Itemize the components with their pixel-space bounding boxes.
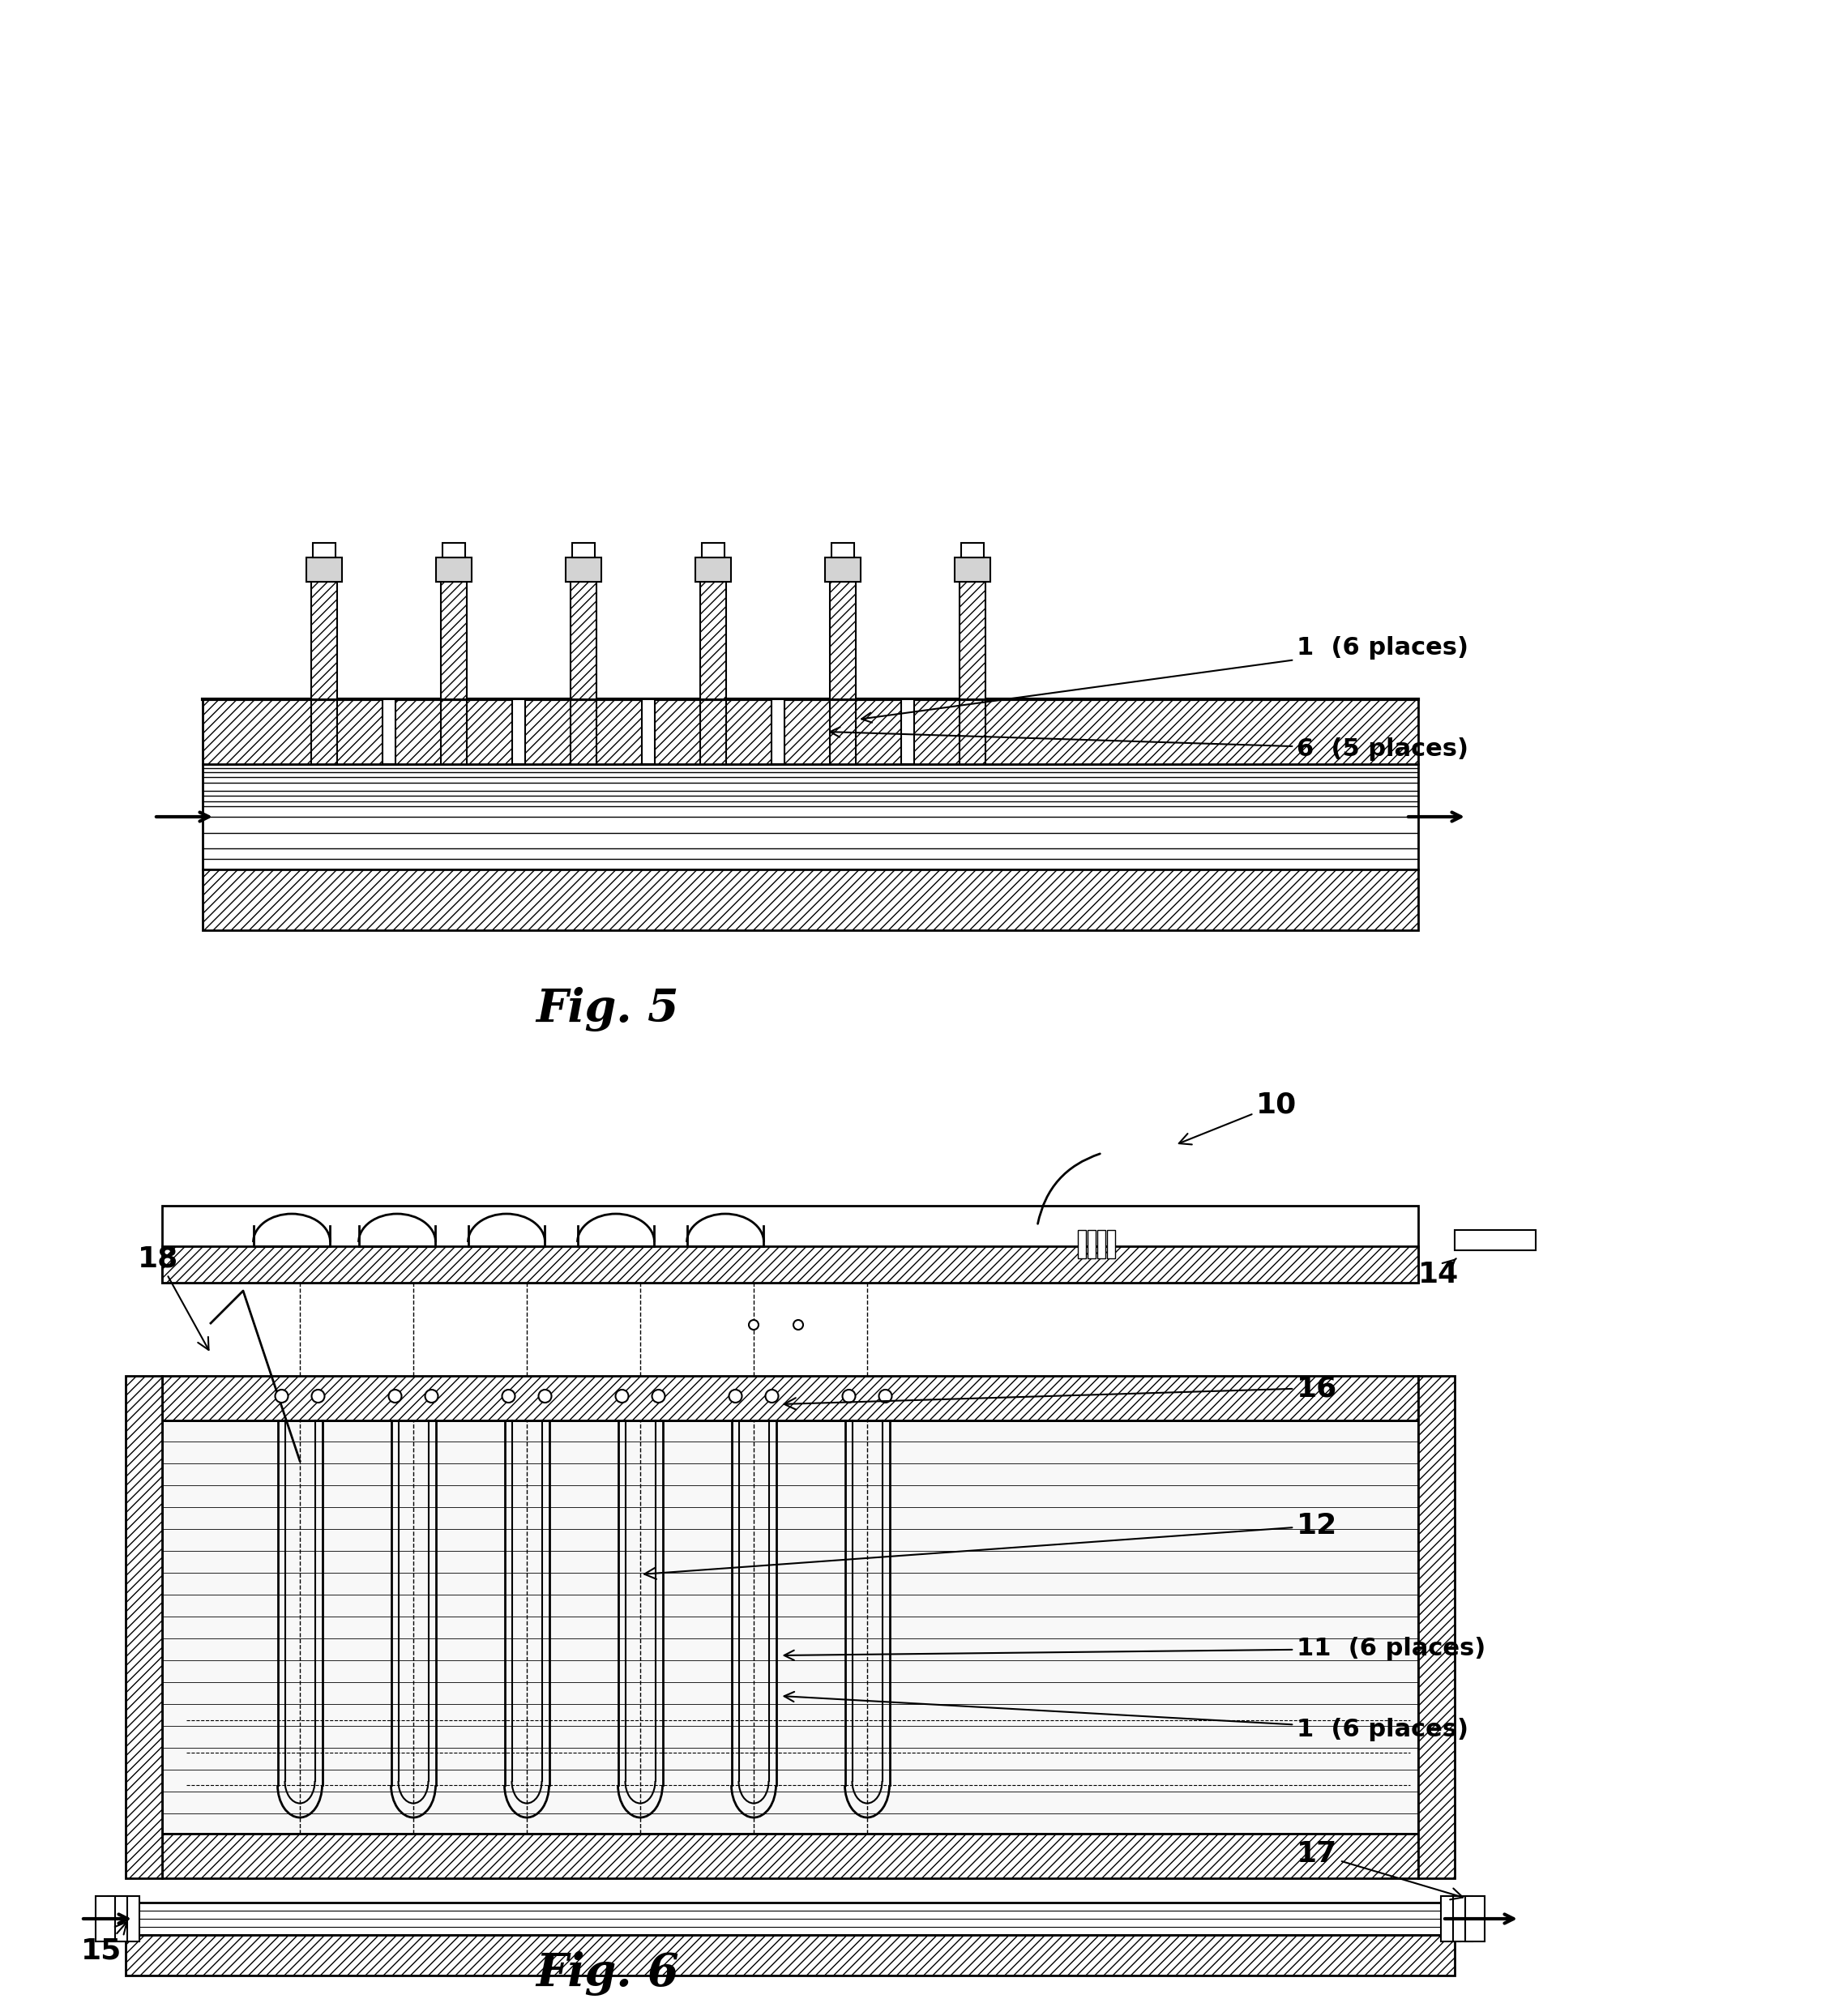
Text: 16: 16 <box>785 1375 1338 1409</box>
Bar <box>125 1935 1454 1976</box>
Bar <box>825 558 860 583</box>
Bar <box>1441 1897 1461 1941</box>
Text: 11  (6 places): 11 (6 places) <box>785 1637 1485 1661</box>
Circle shape <box>425 1389 437 1403</box>
Circle shape <box>748 1320 759 1331</box>
Text: 17: 17 <box>1296 1841 1463 1899</box>
Bar <box>959 558 985 700</box>
Circle shape <box>312 1389 325 1403</box>
Bar <box>162 1421 1419 1835</box>
Text: 6  (5 places): 6 (5 places) <box>831 728 1469 760</box>
Bar <box>700 558 726 700</box>
Bar <box>202 869 1419 929</box>
Bar <box>1106 1230 1116 1258</box>
Text: Fig. 6: Fig. 6 <box>537 1951 680 1996</box>
Bar <box>162 1835 1419 1879</box>
Bar <box>572 542 596 558</box>
Bar <box>108 1897 127 1941</box>
Bar <box>125 1375 162 1879</box>
Bar <box>162 1206 1419 1282</box>
Bar <box>695 558 732 583</box>
Bar <box>202 700 1419 764</box>
Circle shape <box>730 1389 743 1403</box>
Bar <box>202 764 1419 869</box>
Bar <box>772 700 785 764</box>
Bar <box>436 558 472 583</box>
Circle shape <box>502 1389 515 1403</box>
Bar <box>443 542 465 558</box>
Bar <box>954 558 991 583</box>
Bar <box>96 1897 116 1941</box>
Bar <box>831 542 855 558</box>
Text: 1  (6 places): 1 (6 places) <box>862 637 1469 722</box>
Text: 15: 15 <box>81 1921 127 1966</box>
Bar <box>1454 1230 1537 1250</box>
Circle shape <box>616 1389 629 1403</box>
Bar <box>901 700 913 764</box>
Text: Fig. 5: Fig. 5 <box>537 988 680 1032</box>
Text: 12: 12 <box>645 1512 1338 1579</box>
Bar <box>513 700 526 764</box>
Bar <box>1465 1897 1485 1941</box>
Bar <box>119 1897 140 1941</box>
Text: 18: 18 <box>138 1244 210 1351</box>
Bar <box>1454 1897 1472 1941</box>
Bar <box>162 1375 1419 1421</box>
Circle shape <box>539 1389 551 1403</box>
Bar <box>829 558 857 700</box>
Circle shape <box>765 1389 779 1403</box>
Bar <box>441 558 467 700</box>
Bar <box>312 542 336 558</box>
Text: 10: 10 <box>1178 1091 1298 1145</box>
Bar <box>130 1903 1450 1935</box>
Bar <box>1088 1230 1095 1258</box>
Text: 1  (6 places): 1 (6 places) <box>785 1691 1469 1742</box>
Bar <box>566 558 601 583</box>
Bar <box>1077 1230 1086 1258</box>
Text: 14: 14 <box>1419 1258 1459 1288</box>
Bar <box>382 700 395 764</box>
Bar <box>641 700 654 764</box>
Bar <box>961 542 983 558</box>
Circle shape <box>842 1389 855 1403</box>
Bar <box>307 558 342 583</box>
Circle shape <box>388 1389 401 1403</box>
Circle shape <box>879 1389 891 1403</box>
Bar <box>1097 1230 1105 1258</box>
Circle shape <box>794 1320 803 1331</box>
Bar <box>162 1246 1419 1282</box>
Bar <box>702 542 724 558</box>
Circle shape <box>276 1389 289 1403</box>
Circle shape <box>652 1389 665 1403</box>
Bar <box>1419 1375 1454 1879</box>
Bar <box>570 558 597 700</box>
Bar <box>311 558 336 700</box>
